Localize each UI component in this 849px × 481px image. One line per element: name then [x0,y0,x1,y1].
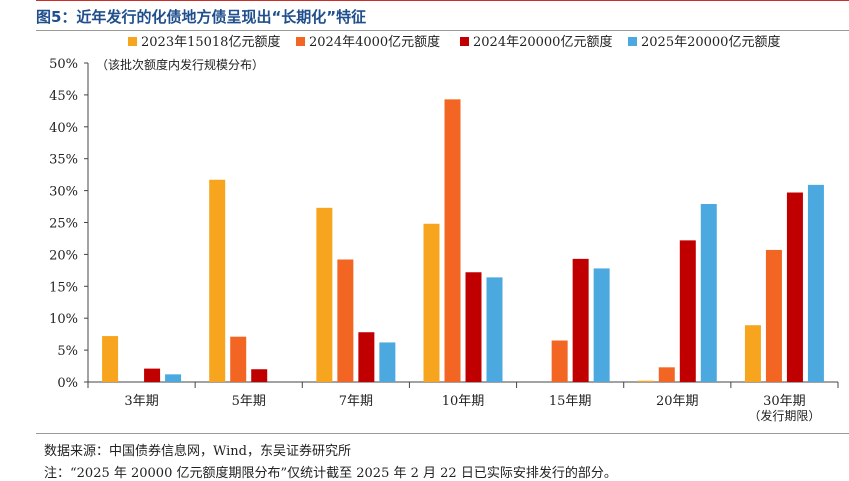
x-tick-label: 10年期 [442,394,485,409]
bar [679,240,696,382]
bar [786,192,803,382]
y-tick-label: 25% [49,217,78,232]
bar [551,340,568,382]
title-divider [36,30,849,31]
bar [807,184,824,382]
bar [165,374,182,382]
y-tick-label: 20% [49,248,78,263]
x-tick-label: 3年期 [124,394,158,409]
bar [144,368,161,382]
footnote: 注：“2025 年 20000 亿元额度期限分布”仅统计截至 2025 年 2 … [44,466,617,481]
y-tick-label: 10% [49,312,78,327]
bar [423,223,440,382]
bar [465,272,482,382]
y-tick-label: 30% [49,185,78,200]
y-tick-label: 5% [57,344,78,359]
bar [572,258,589,382]
bar [637,380,654,382]
bar [316,207,333,382]
y-tick-label: 40% [49,121,78,136]
footer-divider [36,433,849,434]
legend-swatch [628,37,637,46]
bar [230,336,247,382]
bar [486,277,503,382]
bar-chart: 0% 5% 10% 15% 20% 25% 30% 35% 40% 45% 50% （该批次额度内发行… [49,34,839,423]
x-tick-sublabel: （发行期限） [748,408,820,423]
bar [358,332,375,382]
data-source: 数据来源：中国债券信息网，Wind，东吴证券研究所 [44,444,351,459]
chart-annotation: （该批次额度内发行规模分布） [96,57,264,72]
legend-label: 2023年15018亿元额度 [141,34,280,50]
y-tick-label: 0% [57,376,78,391]
figure-title: 图5：近年发行的化债地方债呈现出“长期化”特征 [36,8,367,26]
y-tick-label: 15% [49,280,78,295]
bar [765,249,782,382]
x-tick-label: 7年期 [339,394,373,409]
legend-label: 2024年20000亿元额度 [473,34,612,50]
bar [379,342,396,382]
y-tick-label: 50% [49,57,78,72]
legend-swatch [296,37,305,46]
bar [744,325,761,382]
bar [444,99,461,382]
bar [700,203,717,382]
y-tick-label: 35% [49,153,78,168]
bar [102,336,119,382]
bar [337,259,354,382]
bar [209,179,226,382]
legend-swatch [460,37,469,46]
bar [658,367,675,382]
legend-swatch [128,37,137,46]
bar [593,268,610,382]
x-tick-label: 15年期 [549,394,592,409]
x-tick-label: 20年期 [656,394,699,409]
legend-label: 2024年4000亿元额度 [309,34,440,50]
legend-label: 2025年20000亿元额度 [641,34,780,50]
y-tick-label: 45% [49,89,78,104]
x-tick-label: 30年期 [763,394,806,409]
top-rule [36,0,849,1]
x-tick-label: 5年期 [232,394,266,409]
bar [251,369,268,382]
